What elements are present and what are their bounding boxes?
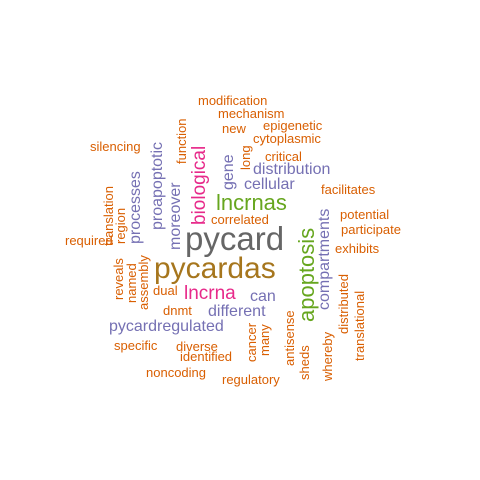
word-region: region bbox=[113, 207, 128, 244]
word-participate: participate bbox=[341, 222, 401, 237]
word-antisense: antisense bbox=[282, 310, 297, 366]
word-assembly: assembly bbox=[136, 255, 151, 310]
word-modification: modification bbox=[198, 93, 268, 108]
word-diverse: diverse bbox=[176, 339, 218, 354]
word-different: different bbox=[208, 303, 266, 320]
word-function: function bbox=[174, 118, 189, 164]
word-regulatory: regulatory bbox=[222, 372, 280, 387]
word-silencing: silencing bbox=[90, 139, 141, 154]
word-can: can bbox=[250, 288, 276, 305]
word-identified: identified bbox=[180, 349, 233, 364]
word-distribution: distribution bbox=[253, 161, 331, 178]
word-lncrna: lncrna bbox=[184, 283, 236, 304]
word-proapoptotic: proapoptotic bbox=[149, 141, 166, 230]
word-long: long bbox=[238, 145, 253, 170]
word-critical: critical bbox=[265, 149, 302, 164]
word-correlated: correlated bbox=[211, 212, 269, 227]
word-compartments: compartments bbox=[316, 208, 333, 310]
word-exhibits: exhibits bbox=[335, 241, 380, 256]
word-processes: processes bbox=[127, 171, 144, 244]
word-potential: potential bbox=[340, 207, 390, 222]
word-cytoplasmic: cytoplasmic bbox=[253, 131, 321, 146]
word-lncrnas: lncrnas bbox=[216, 190, 287, 215]
word-mechanism: mechanism bbox=[218, 106, 285, 121]
word-required: required bbox=[65, 233, 113, 248]
word-pycard: pycard bbox=[185, 220, 285, 257]
word-dual: dual bbox=[153, 283, 178, 298]
word-cellular: cellular bbox=[244, 176, 295, 193]
word-new: new bbox=[222, 121, 246, 136]
word-facilitates: facilitates bbox=[321, 182, 376, 197]
word-translational: translational bbox=[352, 290, 367, 361]
word-gene: gene bbox=[220, 154, 237, 190]
word-apoptosis: apoptosis bbox=[294, 227, 319, 322]
word-pycardregulated: pycardregulated bbox=[109, 318, 224, 335]
word-biological: biological bbox=[189, 145, 210, 225]
word-noncoding: noncoding bbox=[146, 365, 206, 380]
word-distributed: distributed bbox=[336, 274, 351, 334]
word-dnmt: dnmt bbox=[163, 303, 192, 318]
word-specific: specific bbox=[114, 338, 158, 353]
word-moreover: moreover bbox=[167, 182, 184, 250]
word-epigenetic: epigenetic bbox=[263, 118, 323, 133]
word-whereby: whereby bbox=[320, 331, 335, 381]
word-many: many bbox=[257, 324, 272, 356]
word-pycardas: pycardas bbox=[154, 252, 276, 285]
word-sheds: sheds bbox=[297, 345, 312, 380]
